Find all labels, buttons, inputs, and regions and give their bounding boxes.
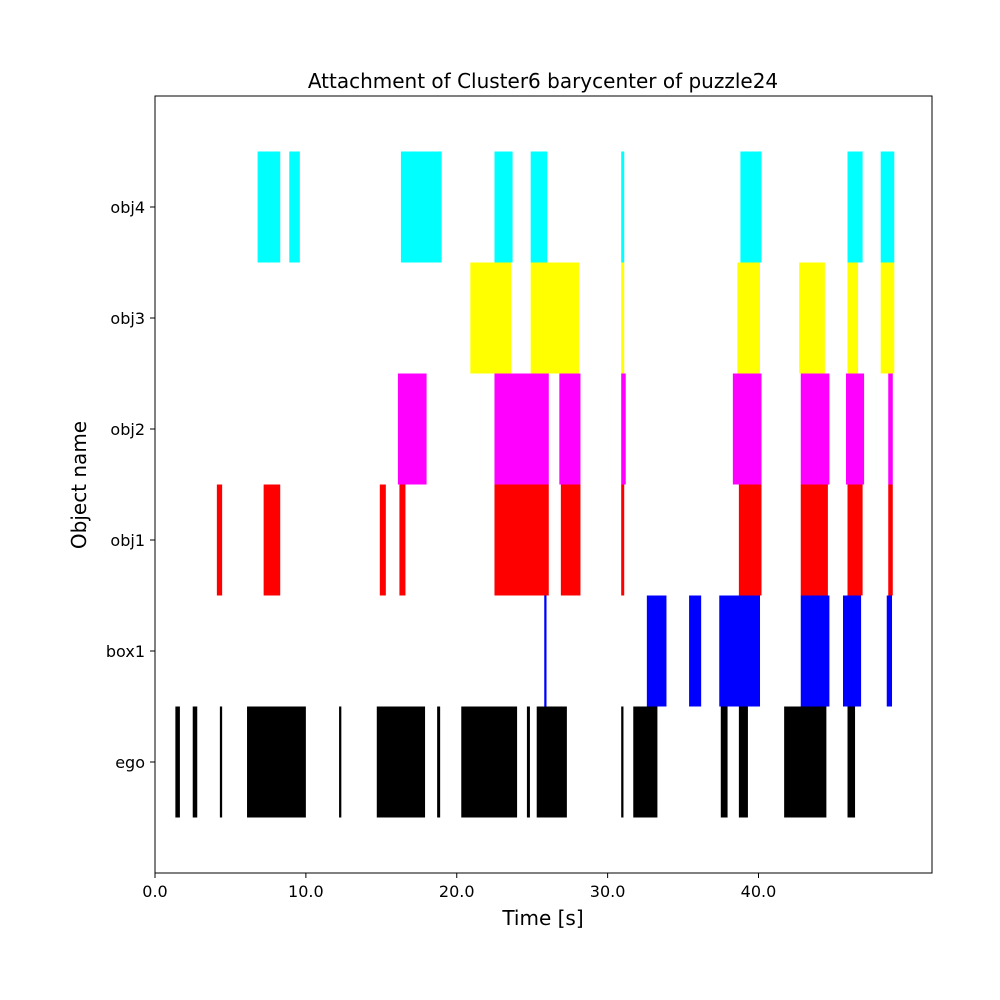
x-tick-label: 30.0 xyxy=(590,882,626,901)
y-tick-label-box1: box1 xyxy=(106,642,145,661)
ego-bar-2 xyxy=(219,706,223,818)
obj2-bar-4 xyxy=(732,373,762,485)
y-tick-label-obj2: obj2 xyxy=(110,420,145,439)
obj1-bar-2 xyxy=(379,484,386,596)
ego-bar-7 xyxy=(461,706,518,818)
box1-bar-6 xyxy=(886,595,893,707)
box1-bar-4 xyxy=(800,595,830,707)
y-tick-label-obj3: obj3 xyxy=(110,309,145,328)
obj4-bar-5 xyxy=(621,151,625,263)
obj3-bar-0 xyxy=(470,262,512,374)
obj2-bar-5 xyxy=(800,373,830,485)
obj1-bar-10 xyxy=(888,484,893,596)
ego-bar-4 xyxy=(339,706,342,818)
ego-bar-1 xyxy=(192,706,198,818)
x-tick-label: 0.0 xyxy=(142,882,167,901)
ego-bar-0 xyxy=(175,706,180,818)
obj3-bar-3 xyxy=(737,262,760,374)
obj3-bar-2 xyxy=(621,262,625,374)
bars-group xyxy=(175,151,895,818)
obj3-bar-5 xyxy=(847,262,859,374)
box1-bar-3 xyxy=(719,595,761,707)
ego-bar-12 xyxy=(720,706,728,818)
x-tick-label: 40.0 xyxy=(741,882,777,901)
box1-bar-5 xyxy=(842,595,862,707)
y-axis: ego box1 obj1 obj2 obj3 obj4 xyxy=(106,198,155,772)
obj1-bar-6 xyxy=(621,484,625,596)
x-axis-label: Time [s] xyxy=(501,906,583,930)
y-tick-label-obj4: obj4 xyxy=(110,198,145,217)
obj4-bar-8 xyxy=(880,151,895,263)
obj1-bar-7 xyxy=(738,484,762,596)
ego-bar-14 xyxy=(784,706,827,818)
obj2-bar-6 xyxy=(846,373,865,485)
obj2-bar-7 xyxy=(888,373,893,485)
x-axis: 0.0 10.0 20.0 30.0 40.0 xyxy=(142,873,776,901)
plot-frame xyxy=(154,95,933,874)
y-axis-label: Object name xyxy=(67,421,91,549)
obj1-bar-3 xyxy=(399,484,406,596)
obj2-bar-1 xyxy=(494,373,549,485)
ego-bar-15 xyxy=(847,706,856,818)
obj1-bar-0 xyxy=(216,484,223,596)
obj1-bar-4 xyxy=(494,484,549,596)
ego-bar-11 xyxy=(633,706,658,818)
ego-bar-6 xyxy=(437,706,441,818)
obj4-bar-6 xyxy=(740,151,762,263)
obj3-bar-6 xyxy=(880,262,895,374)
obj4-bar-7 xyxy=(847,151,863,263)
obj1-bar-9 xyxy=(847,484,863,596)
box1-bar-1 xyxy=(646,595,667,707)
obj2-bar-3 xyxy=(621,373,626,485)
obj1-bar-1 xyxy=(263,484,281,596)
box1-bar-0 xyxy=(544,595,547,707)
ego-bar-9 xyxy=(536,706,567,818)
box1-bar-2 xyxy=(689,595,702,707)
obj2-bar-2 xyxy=(559,373,581,485)
ego-bar-5 xyxy=(376,706,426,818)
y-tick-label-ego: ego xyxy=(115,753,145,772)
obj4-bar-4 xyxy=(530,151,548,263)
x-tick-label: 10.0 xyxy=(288,882,324,901)
obj3-bar-1 xyxy=(530,262,579,374)
ego-bar-10 xyxy=(621,706,624,818)
ego-bar-13 xyxy=(738,706,748,818)
obj3-bar-4 xyxy=(799,262,825,374)
obj4-bar-3 xyxy=(494,151,513,263)
obj4-bar-1 xyxy=(289,151,300,263)
obj1-bar-8 xyxy=(800,484,828,596)
x-tick-label: 20.0 xyxy=(439,882,475,901)
obj4-bar-0 xyxy=(257,151,281,263)
obj2-bar-0 xyxy=(397,373,427,485)
obj1-bar-5 xyxy=(560,484,581,596)
y-tick-label-obj1: obj1 xyxy=(110,531,145,550)
obj4-bar-2 xyxy=(400,151,442,263)
chart-title: Attachment of Cluster6 barycenter of puz… xyxy=(308,69,778,93)
ego-bar-3 xyxy=(247,706,306,818)
ego-bar-8 xyxy=(526,706,530,818)
